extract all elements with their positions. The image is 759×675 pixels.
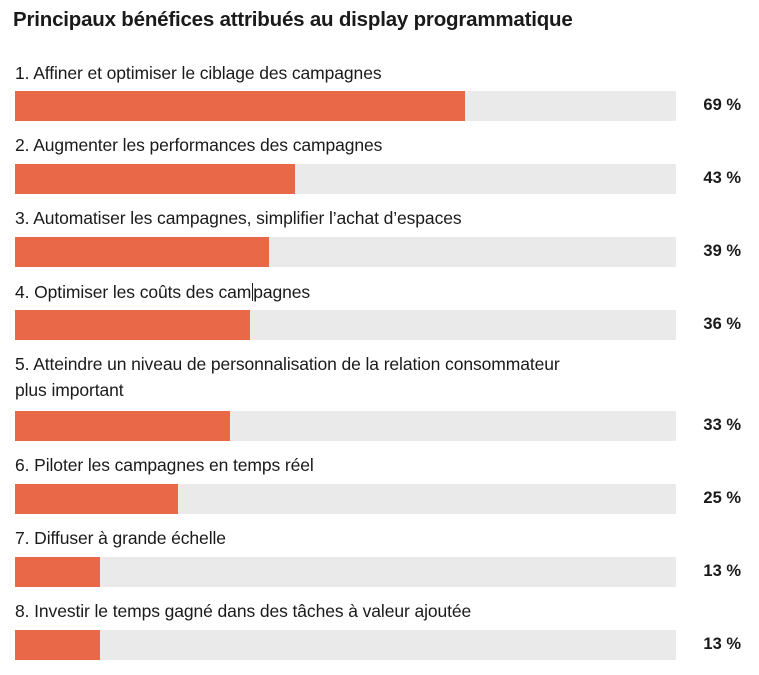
value-label-2: 43 % bbox=[703, 169, 741, 187]
category-label-5: 5. Atteindre un niveau de personnalisati… bbox=[15, 351, 665, 403]
category-label-8: 8. Investir le temps gagné dans des tâch… bbox=[15, 601, 472, 621]
category-label-4: 4. Optimiser les coûts des cam pagnes bbox=[15, 279, 665, 305]
category-label-5-line1: 5. Atteindre un niveau de personnalisati… bbox=[15, 354, 560, 374]
category-label-3: 3. Automatiser les campagnes, simplifier… bbox=[15, 208, 462, 228]
bar-track-8 bbox=[15, 630, 676, 660]
category-label-7: 7. Diffuser à grande échelle bbox=[15, 528, 226, 548]
value-label-1: 69 % bbox=[703, 96, 741, 114]
bar-1 bbox=[15, 91, 465, 121]
category-label-4-part1: 4. Optimiser les coûts des cam bbox=[15, 282, 252, 302]
bar-7 bbox=[15, 557, 100, 587]
value-label-6: 25 % bbox=[703, 489, 741, 507]
bar-8 bbox=[15, 630, 100, 660]
bar-2 bbox=[15, 164, 295, 194]
category-label-6: 6. Piloter les campagnes en temps réel bbox=[15, 455, 314, 475]
category-label-2: 2. Augmenter les performances des campag… bbox=[15, 135, 383, 155]
category-label-1: 1. Affiner et optimiser le ciblage des c… bbox=[15, 63, 382, 83]
bar-3 bbox=[15, 237, 269, 267]
bar-5 bbox=[15, 411, 230, 441]
bar-track-3 bbox=[15, 237, 676, 267]
bar-track-2 bbox=[15, 164, 676, 194]
bar-track-1 bbox=[15, 91, 676, 121]
category-label-5-line2: plus important bbox=[15, 380, 124, 400]
value-label-5: 33 % bbox=[703, 416, 741, 434]
bar-track-4 bbox=[15, 310, 676, 340]
bar-track-6 bbox=[15, 484, 676, 514]
category-label-4-part2: pagnes bbox=[253, 282, 311, 302]
bar-6 bbox=[15, 484, 178, 514]
text-cursor bbox=[251, 283, 253, 301]
bar-track-5 bbox=[15, 411, 676, 441]
bar-track-7 bbox=[15, 557, 676, 587]
value-label-3: 39 % bbox=[703, 242, 741, 260]
value-label-7: 13 % bbox=[703, 562, 741, 580]
value-label-4: 36 % bbox=[703, 315, 741, 333]
value-label-8: 13 % bbox=[703, 635, 741, 653]
chart-title: Principaux bénéfices attribués au displa… bbox=[13, 8, 573, 31]
bar-4 bbox=[15, 310, 250, 340]
